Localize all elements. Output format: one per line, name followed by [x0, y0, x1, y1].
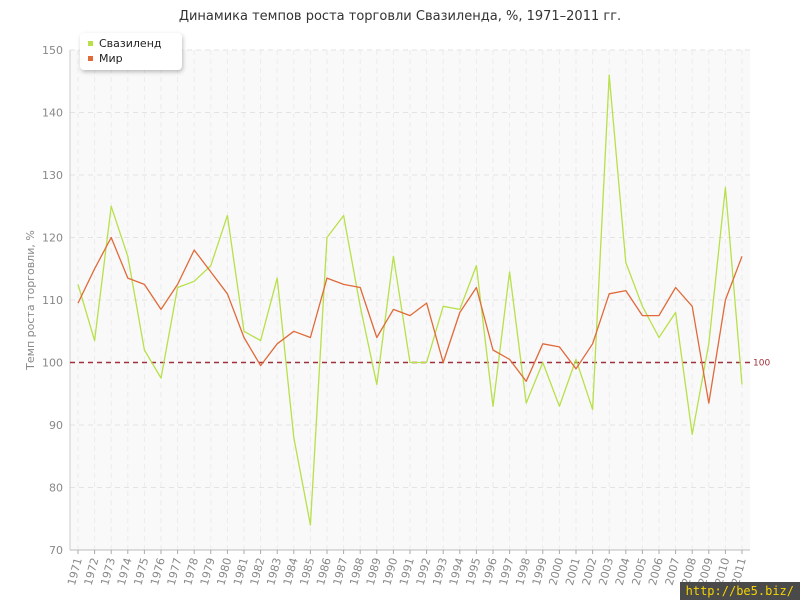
- y-tick-label: 150: [42, 44, 63, 57]
- series-line-swaziland: [77, 74, 743, 526]
- reference-line-label: 100: [753, 359, 770, 369]
- legend-label-swaziland: Свазиленд: [99, 37, 162, 50]
- legend-label-world: Мир: [99, 52, 123, 65]
- legend: Свазиленд Мир: [80, 33, 182, 70]
- y-tick-label: 90: [49, 419, 63, 432]
- y-tick-label: 140: [42, 107, 63, 120]
- y-tick-label: 100: [42, 357, 63, 370]
- series-line-world: [77, 236, 743, 404]
- legend-item-world[interactable]: Мир: [88, 51, 182, 66]
- watermark-link[interactable]: http://be5.biz/: [679, 582, 800, 600]
- legend-item-swaziland[interactable]: Свазиленд: [88, 36, 182, 51]
- y-tick-label: 110: [42, 294, 63, 307]
- y-tick-label: 120: [42, 232, 63, 245]
- legend-swatch-swaziland: [88, 41, 93, 46]
- y-tick-label: 70: [49, 544, 63, 557]
- y-tick-label: 80: [49, 482, 63, 495]
- chart-title: Динамика темпов роста торговли Свазиленд…: [178, 9, 622, 24]
- y-tick-label: 130: [42, 169, 63, 182]
- legend-swatch-world: [88, 56, 93, 61]
- y-axis-label: Темп роста торговли, %: [24, 230, 37, 371]
